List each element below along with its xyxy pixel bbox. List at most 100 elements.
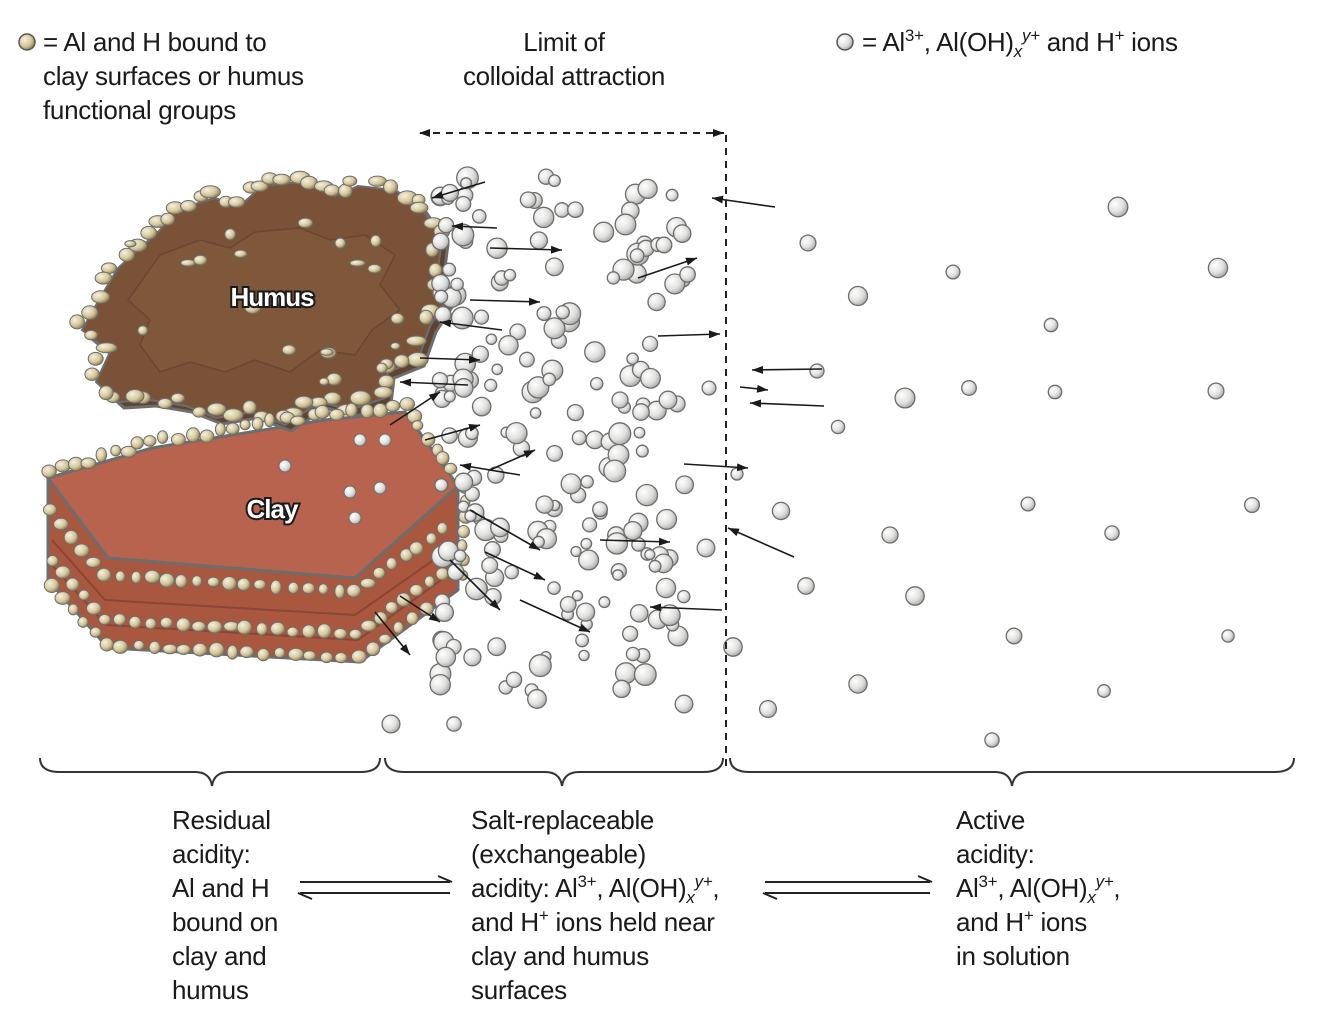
bound-ion [443, 462, 458, 475]
free-ion [614, 213, 637, 236]
bound-ion [87, 351, 104, 366]
bound-ion [192, 406, 207, 418]
salt-line: clay and humus [471, 941, 649, 971]
residual-acidity-text: Residual acidity: Al and H bound on clay… [172, 803, 278, 1007]
free-ion [485, 333, 498, 346]
bound-ion [221, 576, 237, 591]
free-ion [644, 548, 656, 561]
movement-arrow [399, 378, 469, 387]
bound-ion [98, 613, 112, 626]
bound-ion [140, 225, 158, 240]
legend-bound-line: functional groups [43, 95, 236, 125]
free-ion [612, 679, 631, 699]
bound-ion [43, 577, 60, 594]
bound-ion [378, 433, 392, 447]
bound-ion [96, 567, 112, 582]
bound-ion [159, 616, 173, 629]
bound-ion [334, 583, 346, 600]
movement-arrow [449, 559, 501, 611]
free-ion [548, 174, 561, 188]
bound-ion [270, 621, 286, 636]
free-ion [543, 317, 566, 340]
bound-ion [54, 591, 71, 605]
free-ion [504, 564, 520, 580]
free-ion [621, 625, 639, 642]
bound-ion [367, 263, 382, 274]
movement-arrow [469, 297, 541, 306]
clay-label: Clay [247, 494, 299, 524]
free-ion [629, 248, 645, 264]
bound-ion [334, 652, 348, 664]
free-ion [465, 577, 488, 601]
bound-ion [385, 399, 401, 413]
free-ion [945, 264, 961, 280]
brace-active [729, 757, 1295, 787]
bound-ion [95, 447, 108, 463]
free-ion [434, 305, 452, 324]
free-ion [555, 304, 570, 320]
bound-ion [294, 395, 314, 409]
bound-ion [348, 628, 362, 640]
bound-ion [372, 402, 388, 419]
bound-ion [206, 620, 223, 634]
free-ion [1207, 382, 1225, 400]
free-ion [446, 563, 465, 581]
bound-ion [144, 617, 157, 630]
bound-ion [287, 581, 300, 595]
bound-ion [77, 616, 89, 628]
free-ion [1221, 629, 1235, 643]
free-ion [626, 352, 639, 366]
free-ion [460, 177, 473, 190]
free-ion [658, 390, 678, 410]
bound-ion [349, 259, 366, 267]
bound-ion [206, 402, 227, 416]
bound-ion [143, 435, 157, 447]
residual-line: Residual [172, 805, 271, 835]
bound-ion [436, 522, 448, 535]
bound-ion [409, 584, 424, 597]
free-ion [593, 221, 615, 243]
free-ion [581, 517, 598, 533]
bound-ion [228, 196, 246, 208]
bound-ion [157, 430, 169, 444]
free-ion [629, 603, 649, 623]
bound-ion [199, 429, 215, 443]
free-ion [1005, 627, 1023, 645]
free-ion [544, 257, 564, 277]
bound-ion [250, 180, 269, 192]
free-ion [450, 277, 464, 292]
bound-ion [63, 529, 79, 545]
movement-arrow [519, 599, 591, 633]
bound-ion [435, 567, 450, 581]
bound-ion [360, 619, 377, 632]
salt-line: Salt-replaceable [471, 805, 655, 835]
bound-ion [225, 422, 240, 435]
active-line4a: and H [956, 907, 1024, 937]
free-ion [1097, 684, 1111, 698]
salt-sub: x [686, 888, 695, 907]
active-line: in solution [956, 941, 1070, 971]
active-line3c: , [1113, 873, 1121, 903]
bound-ion [110, 444, 122, 457]
bound-ion [170, 433, 186, 446]
legend-ions-suffix: ions [1124, 27, 1178, 57]
bound-ion [329, 408, 345, 421]
bound-ion [399, 548, 414, 562]
bound-ion [424, 575, 435, 588]
free-ion [443, 390, 456, 403]
movement-arrow [419, 355, 481, 364]
bound-ion [396, 592, 412, 608]
tan-circle-icon [18, 33, 36, 51]
bound-ion [390, 312, 405, 325]
bound-ion [133, 639, 145, 651]
movement-arrow [469, 509, 541, 551]
bound-ion [390, 342, 401, 350]
bound-ion [435, 451, 450, 466]
bound-ion [236, 619, 253, 635]
free-ion [696, 538, 716, 558]
legend-ions: = Al3+, Al(OH)xy+ and H+ ions [862, 25, 1178, 60]
free-ion [471, 209, 487, 224]
bound-ion [191, 620, 207, 633]
bound-ion [348, 511, 362, 525]
bound-ion [343, 485, 357, 499]
